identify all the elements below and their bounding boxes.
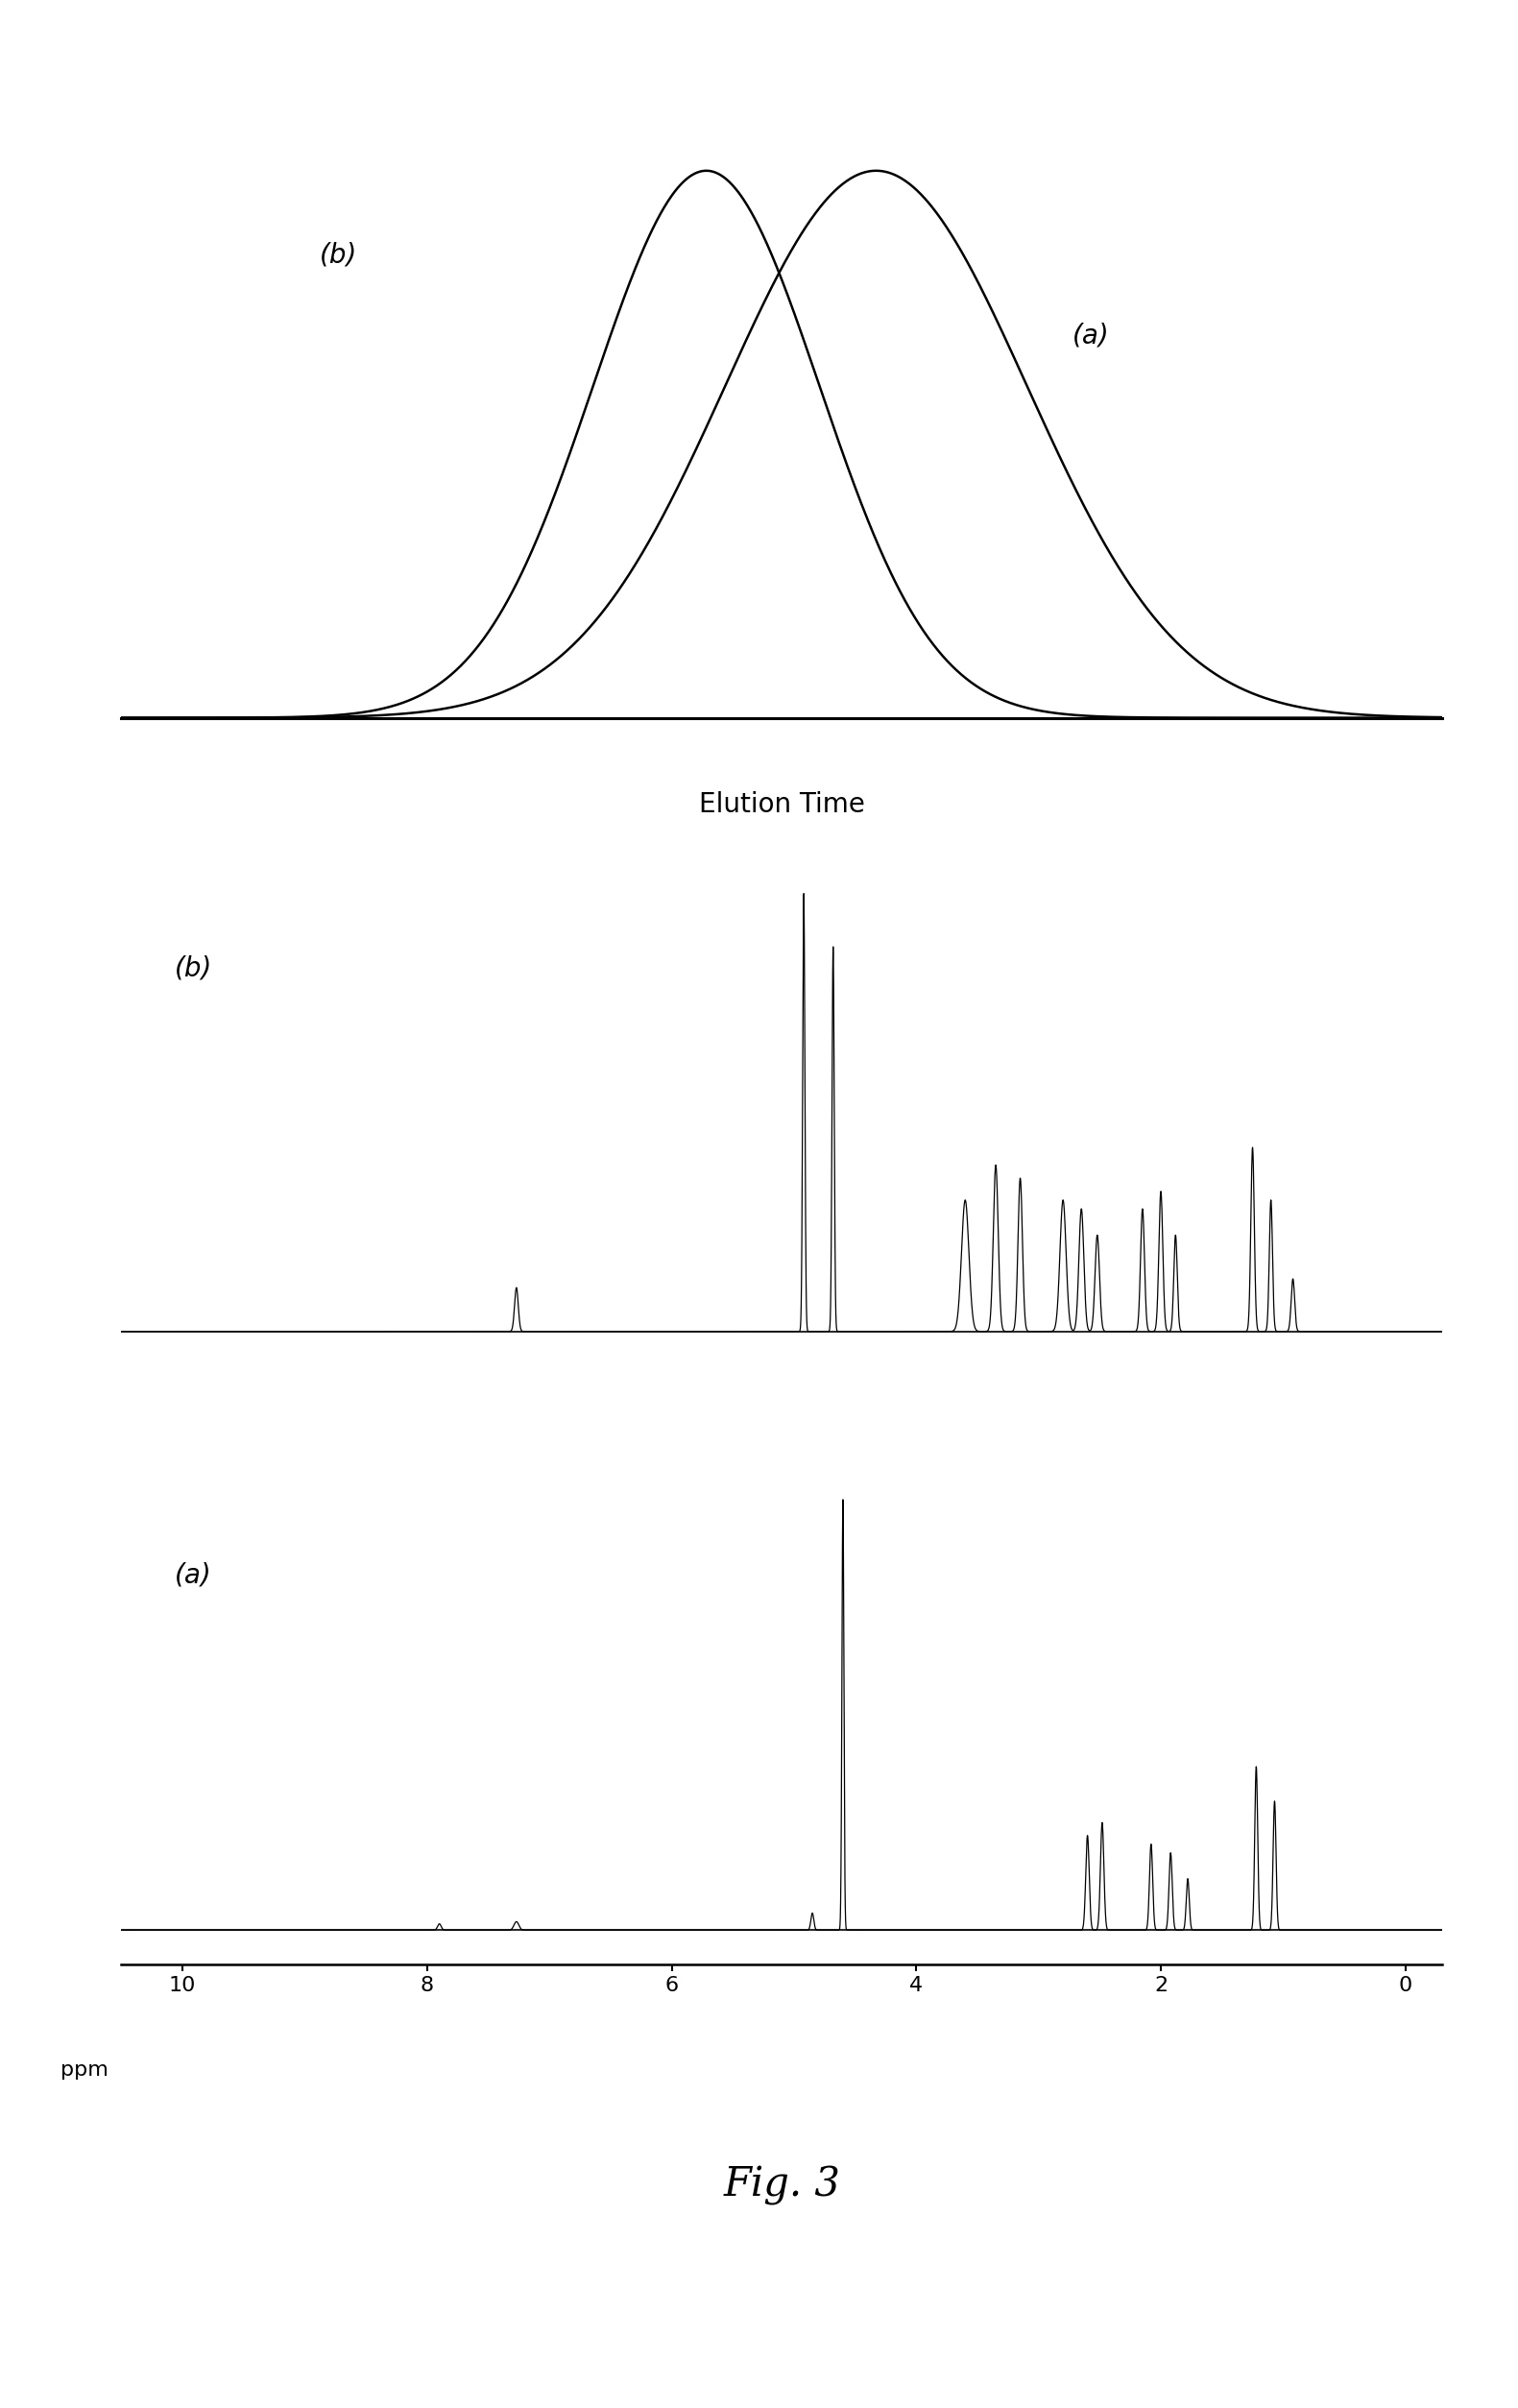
Text: (b): (b) bbox=[319, 241, 357, 267]
Text: (b): (b) bbox=[175, 956, 213, 982]
Text: Fig. 3: Fig. 3 bbox=[723, 2165, 841, 2206]
Text: (a): (a) bbox=[1072, 323, 1110, 349]
Text: (a): (a) bbox=[175, 1563, 211, 1589]
Text: ppm: ppm bbox=[61, 2061, 108, 2081]
Text: Elution Time: Elution Time bbox=[698, 792, 865, 819]
